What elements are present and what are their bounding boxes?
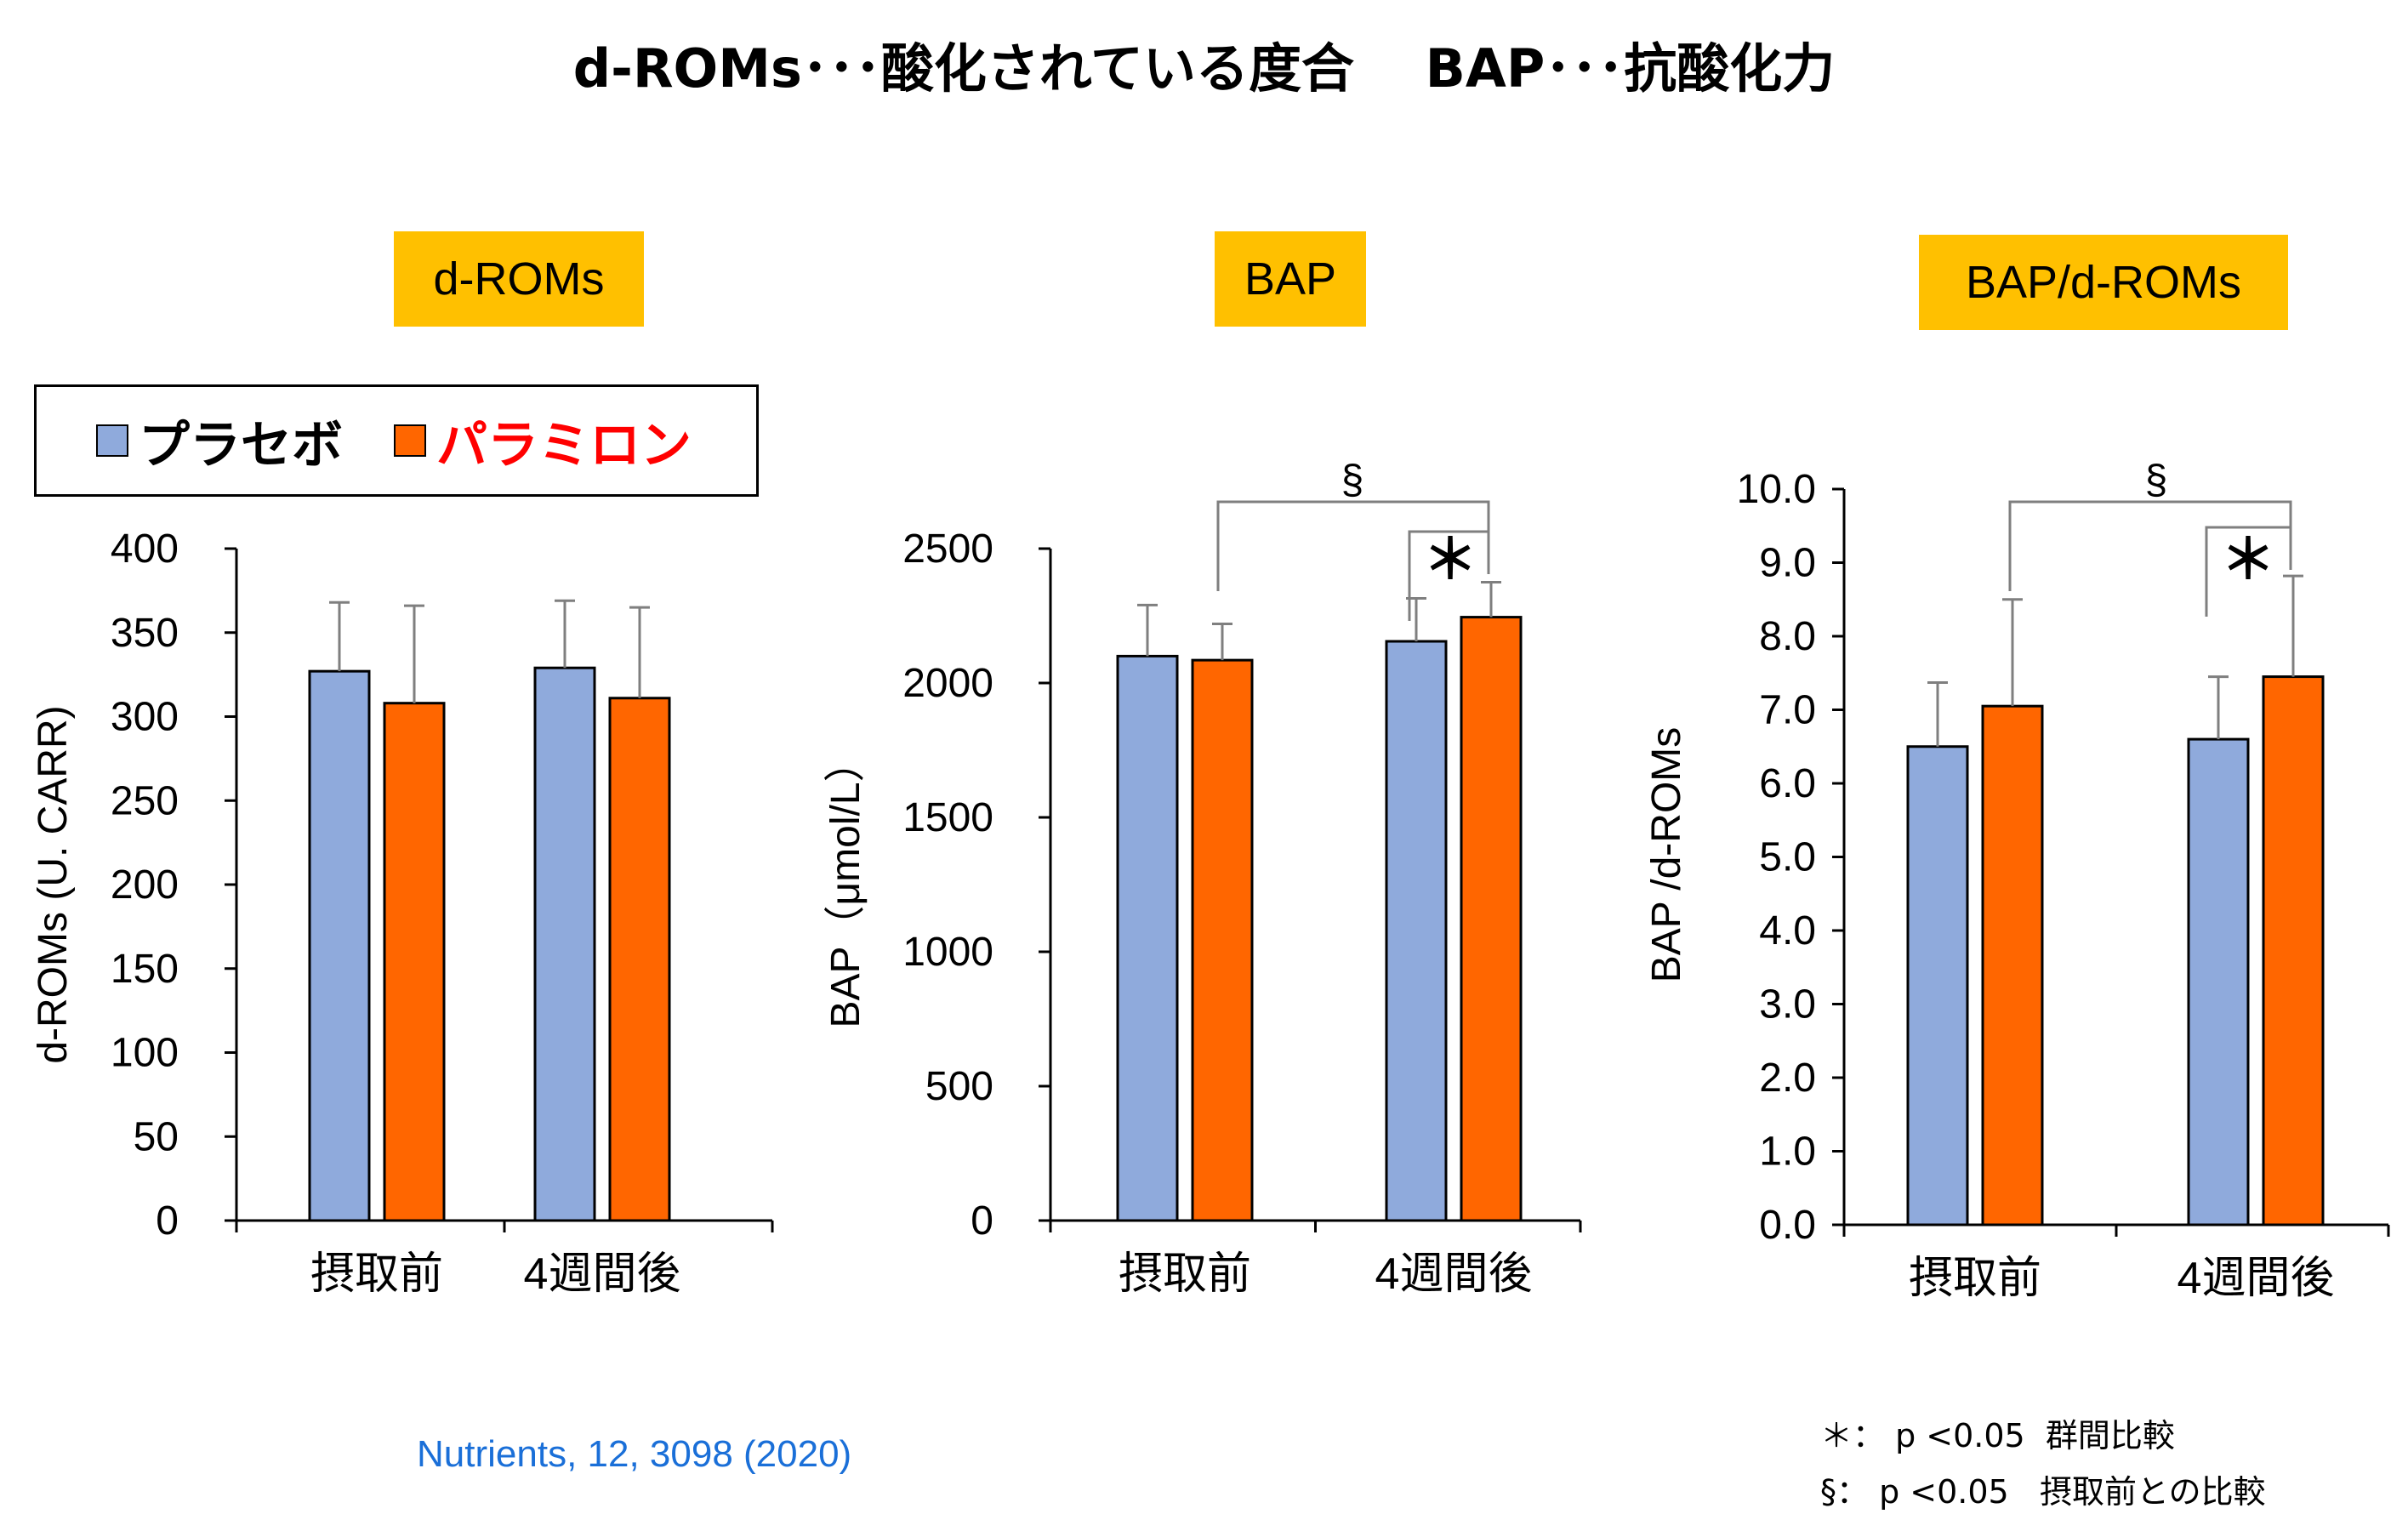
bar <box>1460 616 1523 1222</box>
y-tick-label: 0 <box>971 1198 993 1244</box>
significance-bracket <box>1408 530 1490 621</box>
y-tick-label: 1000 <box>902 930 993 975</box>
chart-title-badge-bap: BAP <box>1215 231 1366 327</box>
y-tick-label: 2500 <box>902 526 993 572</box>
legend-label-placebo: プラセボ <box>139 415 343 475</box>
significance-bracket <box>2205 526 2292 617</box>
y-tick-label: 8.0 <box>1759 614 1816 659</box>
y-axis-label: BAP /d-ROMs <box>1644 727 1689 983</box>
y-tick-label: 6.0 <box>1759 761 1816 806</box>
y-tick-label: 350 <box>111 611 179 656</box>
legend-label-paramylon: パラミロン <box>436 415 692 475</box>
y-tick-label: 50 <box>134 1114 179 1159</box>
legend-swatch-paramylon <box>394 424 426 457</box>
chart-0: 0 50 100 150 200 250 300 350 400 d-ROMs (U. CARR)… <box>31 526 774 1299</box>
legend-item-paramylon: パラミロン <box>394 404 692 478</box>
x-category-label: 摂取前 <box>1909 1254 2041 1303</box>
note-section: §： p <0.05 摂取前との比較 <box>1820 1473 2266 1511</box>
bar <box>308 669 371 1222</box>
significance-symbol: § <box>1341 458 1364 503</box>
x-category-label: 4週間後 <box>524 1249 681 1299</box>
legend-item-placebo: プラセボ <box>96 404 343 478</box>
y-tick-label: 100 <box>111 1031 179 1076</box>
y-tick-label: 2000 <box>902 661 993 706</box>
bar <box>2187 737 2250 1227</box>
bar <box>1981 704 2044 1227</box>
y-tick-label: 3.0 <box>1759 982 1816 1027</box>
x-category-label: 4週間後 <box>1375 1249 1533 1299</box>
y-tick-label: 2.0 <box>1759 1056 1816 1101</box>
significance-symbol: ＊ <box>1423 529 1477 590</box>
significance-notes: ＊： p <0.05 群間比較 §： p <0.05 摂取前との比較 <box>1820 1408 2266 1520</box>
significance-symbol: ＊ <box>2221 529 2275 590</box>
y-tick-label: 9.0 <box>1759 541 1816 586</box>
bar <box>1116 654 1179 1222</box>
y-axis-label: d-ROMs (U. CARR) <box>31 705 76 1063</box>
note-asterisk: ＊： p <0.05 群間比較 <box>1820 1417 2175 1454</box>
x-category-label: 4週間後 <box>2177 1254 2335 1303</box>
bar <box>1906 745 1969 1227</box>
chart-title-badge-ratio: BAP/d-ROMs <box>1919 235 2288 330</box>
significance-bracket <box>2008 500 2292 591</box>
y-tick-label: 1.0 <box>1759 1130 1816 1175</box>
bar <box>383 702 446 1222</box>
citation[interactable]: Nutrients, 12, 3098 (2020) <box>417 1433 852 1475</box>
y-tick-label: 0.0 <box>1759 1203 1816 1248</box>
bar <box>1385 640 1448 1222</box>
x-category-label: 摂取前 <box>310 1249 443 1299</box>
bar <box>608 697 671 1222</box>
y-tick-label: 400 <box>111 526 179 572</box>
bar <box>1191 658 1254 1222</box>
y-tick-label: 300 <box>111 695 179 740</box>
x-category-label: 摂取前 <box>1119 1249 1251 1299</box>
chart-title-badge-droms: d-ROMs <box>394 231 644 327</box>
y-tick-label: 5.0 <box>1759 835 1816 880</box>
y-tick-label: 10.0 <box>1737 467 1816 512</box>
y-tick-label: 1500 <box>902 795 993 840</box>
bar <box>533 666 596 1222</box>
y-tick-label: 4.0 <box>1759 908 1816 953</box>
page-headline: d-ROMs･･･酸化されている度合 BAP･･･抗酸化力 <box>572 37 1836 100</box>
y-tick-label: 250 <box>111 778 179 823</box>
y-tick-label: 0 <box>156 1198 179 1244</box>
legend-swatch-placebo <box>96 424 128 457</box>
y-tick-label: 7.0 <box>1759 688 1816 733</box>
chart-2: 0.0 1.0 2.0 3.0 4.0 5.0 6.0 7.0 8.0 9.0 10.0 BAP /d… <box>1644 458 2390 1303</box>
y-tick-label: 150 <box>111 947 179 992</box>
y-axis-label: BAP（μmol/L） <box>823 741 868 1027</box>
y-tick-label: 500 <box>925 1064 993 1109</box>
chart-1: 0 500 1000 1500 2000 2500 BAP（μmol/L） 摂取前 4週間後 § ＊ <box>823 458 1582 1299</box>
y-tick-label: 200 <box>111 862 179 908</box>
significance-symbol: § <box>2145 458 2168 503</box>
bar <box>2262 675 2325 1227</box>
significance-bracket <box>1216 500 1490 591</box>
legend: プラセボ パラミロン <box>34 384 759 497</box>
